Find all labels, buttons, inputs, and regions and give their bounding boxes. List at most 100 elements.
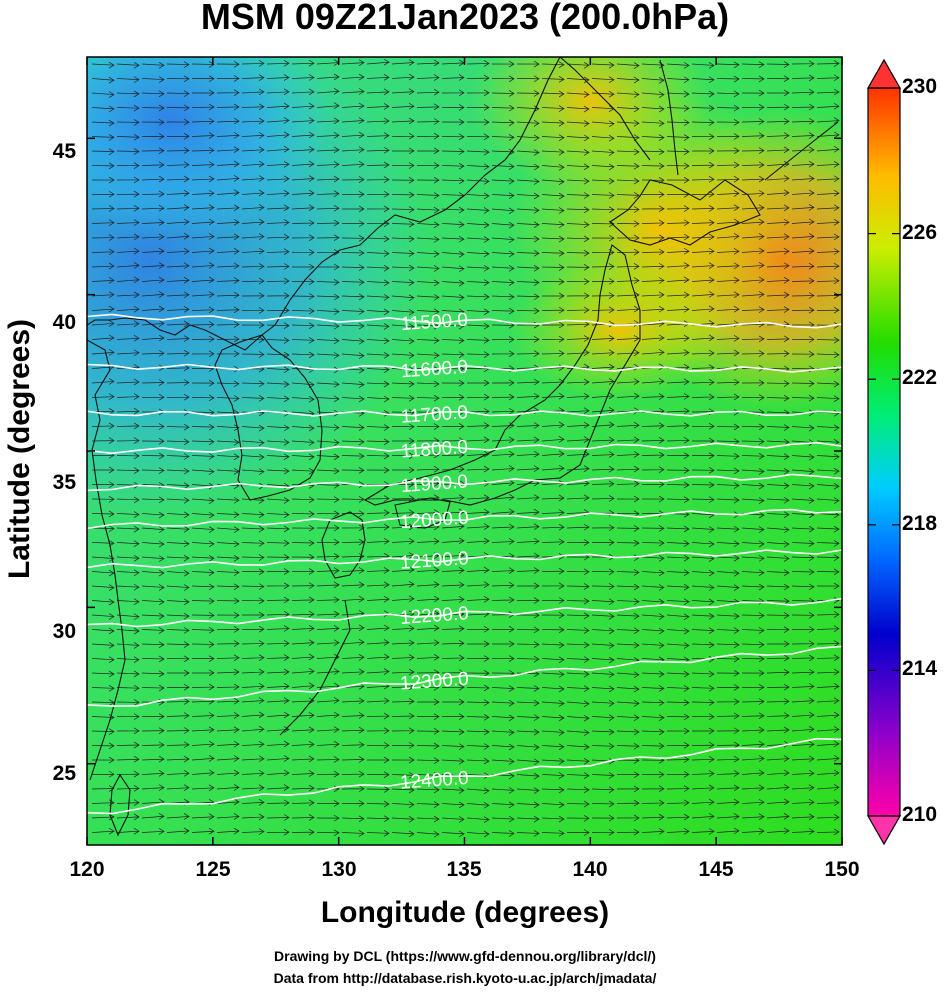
wind-arrow: [716, 233, 740, 240]
wind-vectors: [91, 58, 840, 838]
wind-arrow: [691, 798, 715, 806]
wind-arrow: [291, 625, 315, 632]
wind-arrow: [766, 626, 790, 633]
wind-arrow: [541, 119, 565, 127]
wind-arrow: [691, 161, 715, 169]
wind-arrow: [516, 336, 540, 343]
wind-arrow: [491, 250, 515, 258]
wind-arrow: [166, 526, 190, 533]
wind-arrow: [591, 61, 615, 69]
wind-arrow: [666, 496, 690, 503]
wind-arrow: [141, 627, 165, 634]
wind-arrow: [391, 756, 415, 764]
wind-arrow: [716, 75, 740, 83]
wind-arrow: [416, 279, 440, 287]
wind-arrow: [641, 555, 665, 562]
wind-arrow: [91, 205, 115, 212]
wind-arrow: [741, 103, 765, 111]
wind-arrow: [466, 508, 490, 516]
wind-arrow: [316, 496, 340, 503]
wind-arrow: [166, 393, 190, 401]
wind-arrow: [241, 554, 265, 561]
wind-arrow: [366, 352, 390, 359]
wind-arrow: [366, 205, 390, 213]
wind-arrow: [491, 336, 515, 343]
wind-arrow: [241, 60, 265, 67]
wind-arrow: [366, 567, 390, 574]
wind-arrow: [566, 392, 590, 400]
wind-arrow: [816, 799, 840, 806]
wind-arrow: [491, 567, 515, 574]
wind-arrow: [691, 540, 715, 548]
wind-arrow: [116, 104, 140, 112]
wind-arrow: [691, 119, 715, 126]
wind-arrow: [291, 682, 315, 690]
wind-arrow: [666, 219, 690, 227]
wind-arrow: [616, 771, 640, 778]
wind-arrow: [341, 146, 365, 153]
wind-arrow: [816, 697, 840, 704]
wind-arrow: [491, 279, 515, 286]
wind-arrow: [691, 176, 715, 183]
contour-line: [87, 441, 842, 455]
wind-arrow: [566, 235, 590, 243]
wind-arrow: [441, 713, 465, 720]
wind-arrow: [116, 583, 140, 591]
wind-arrow: [616, 728, 640, 736]
wind-arrow: [291, 59, 315, 67]
wind-arrow: [141, 598, 165, 606]
wind-arrow: [766, 540, 790, 548]
wind-arrow: [316, 596, 340, 604]
wind-arrow: [741, 627, 765, 634]
wind-arrow: [316, 567, 340, 574]
wind-arrow: [416, 176, 440, 184]
wind-arrow: [391, 294, 415, 302]
wind-arrow: [416, 509, 440, 516]
wind-arrow: [666, 291, 690, 299]
x-tick-label: 145: [698, 858, 734, 881]
wind-arrow: [416, 103, 440, 111]
wind-arrow: [166, 727, 190, 734]
height-contours: [87, 313, 842, 815]
wind-arrow: [166, 467, 190, 475]
wind-arrow: [716, 798, 740, 806]
wind-arrow: [391, 437, 415, 445]
wind-arrow: [91, 785, 115, 792]
wind-arrow: [141, 584, 165, 591]
wind-arrow: [741, 190, 765, 197]
contour-line: [87, 473, 842, 492]
wind-arrow: [141, 784, 165, 791]
wind-arrow: [291, 510, 315, 518]
contour-line: [87, 363, 842, 373]
colorbar-tick-label: 230: [902, 75, 938, 98]
wind-arrow: [741, 379, 765, 387]
wind-arrow: [141, 320, 165, 327]
wind-arrow: [166, 75, 190, 83]
wind-arrow: [166, 755, 190, 763]
wind-arrow: [516, 743, 540, 751]
wind-arrow: [541, 105, 565, 112]
wind-arrow: [616, 105, 640, 113]
colorbar-tick-label: 218: [902, 512, 938, 535]
wind-arrow: [316, 726, 340, 733]
wind-arrow: [566, 177, 590, 185]
wind-arrow: [691, 62, 715, 69]
wind-arrow: [616, 480, 640, 488]
wind-arrow: [616, 220, 640, 228]
wind-arrow: [491, 758, 515, 765]
wind-arrow: [391, 250, 415, 257]
wind-arrow: [791, 247, 815, 255]
wind-arrow: [566, 421, 590, 429]
wind-arrow: [266, 263, 290, 270]
colorbar-max-arrow: [866, 58, 902, 89]
wind-arrow: [716, 119, 740, 126]
wind-arrow: [591, 685, 615, 693]
wind-arrow: [391, 698, 415, 705]
wind-arrow: [391, 147, 415, 155]
wind-arrow: [766, 335, 790, 343]
wind-arrow: [91, 742, 115, 750]
wind-arrow: [766, 277, 790, 284]
wind-arrow: [766, 189, 790, 197]
wind-arrow: [591, 656, 615, 664]
wind-arrow: [491, 104, 515, 112]
